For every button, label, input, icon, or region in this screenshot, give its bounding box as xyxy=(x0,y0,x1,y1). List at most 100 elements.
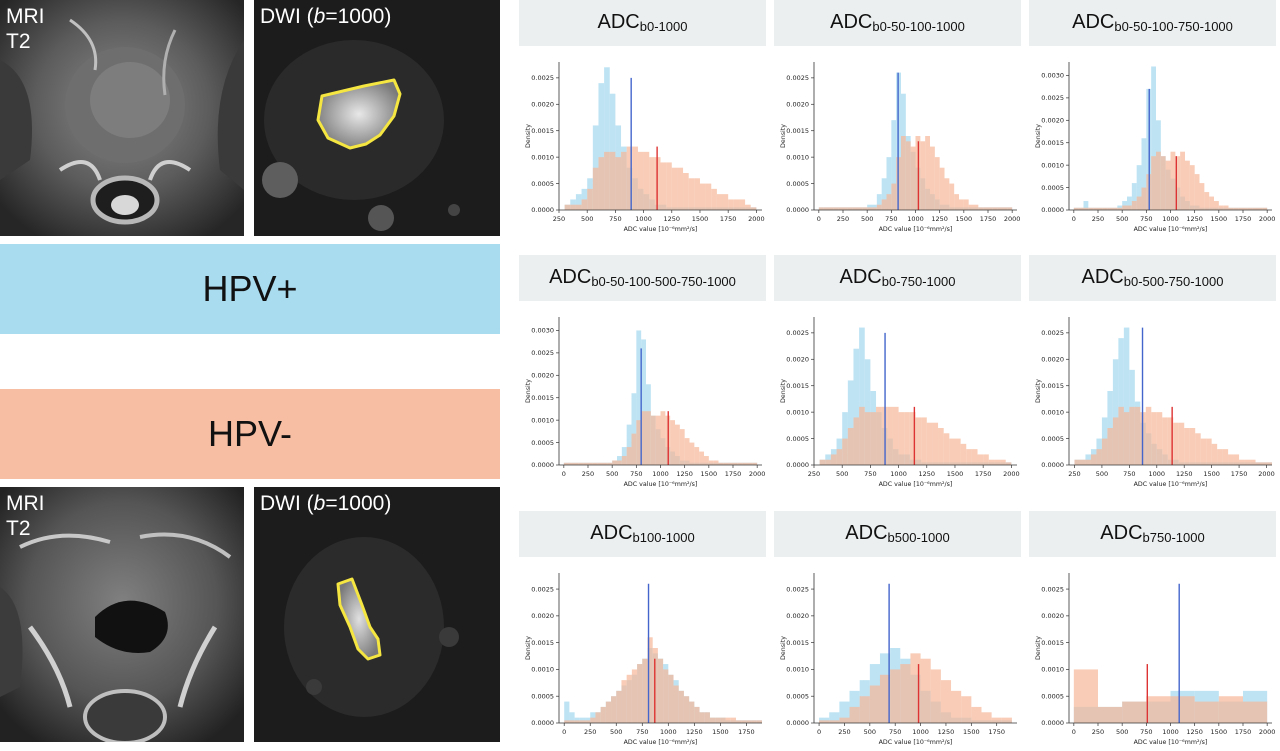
hpv-negative-bar xyxy=(671,167,678,210)
hpv-negative-bar xyxy=(1180,151,1185,210)
hpv-positive-bar xyxy=(569,712,575,723)
hpv-negative-bar xyxy=(1127,205,1132,210)
hpv-negative-bar xyxy=(859,406,865,465)
hpv-negative-bar xyxy=(668,674,674,723)
y-tick-label: 0.0015 xyxy=(1041,382,1064,390)
x-tick-label: 1000 xyxy=(652,470,669,478)
hpv-negative-bar xyxy=(750,207,757,210)
hpv-negative-bar xyxy=(655,415,661,465)
x-tick-label: 250 xyxy=(553,215,565,223)
hpv-negative-bar xyxy=(978,207,984,210)
hpv-negative-bar xyxy=(581,199,588,210)
hpv-negative-bar xyxy=(983,207,988,210)
x-tick-label: 2000 xyxy=(1259,215,1276,223)
hpv-negative-bar xyxy=(966,449,972,465)
histogram-chart: 250 500 750 1000 1250 1500 1750 2000 0.0000 0.000… xyxy=(525,62,765,233)
x-tick-label: 2000 xyxy=(1258,470,1275,478)
hpv-negative-bar xyxy=(1112,417,1119,465)
hpv-positive-bar xyxy=(590,712,596,723)
hpv-negative-bar xyxy=(960,443,967,465)
hpv-negative-bar xyxy=(1156,151,1161,210)
hpv-negative-bar xyxy=(910,146,916,210)
hpv-negative-bar xyxy=(926,422,933,465)
hpv-negative-bar xyxy=(939,167,945,210)
x-tick-label: 1750 xyxy=(720,215,737,223)
hpv-negative-bar xyxy=(1262,207,1268,210)
hpv-negative-bar xyxy=(1165,160,1171,210)
hpv-negative-bar xyxy=(925,136,930,210)
hpv-negative-bar xyxy=(1204,192,1210,210)
y-tick-label: 0.0020 xyxy=(531,372,554,380)
dwi-label-b: b xyxy=(313,5,326,28)
dwi-scan-bottom xyxy=(254,487,500,742)
hpv-negative-bar xyxy=(657,658,664,723)
hpv-negative-bar xyxy=(971,706,982,723)
hpv-negative-bar xyxy=(626,146,633,210)
x-tick-label: 1500 xyxy=(1211,215,1228,223)
hpv-negative-bar xyxy=(621,151,627,210)
chart-title-sub: b0-50-100-1000 xyxy=(872,19,965,34)
x-tick-label: 250 xyxy=(1068,470,1080,478)
hpv-negative-bar xyxy=(564,204,571,210)
hpv-negative-bar xyxy=(1083,207,1089,210)
mri-t2-scan-top xyxy=(0,0,244,236)
hpv-negative-bar xyxy=(684,438,690,465)
hpv-negative-bar xyxy=(997,207,1003,210)
hpv-negative-bar xyxy=(621,456,627,465)
hpv-negative-bar xyxy=(1102,207,1108,210)
hpv-negative-bar xyxy=(704,712,710,723)
y-tick-label: 0.0020 xyxy=(786,355,809,363)
hpv-negative-bar xyxy=(604,151,610,210)
hpv-negative-bar xyxy=(904,412,910,465)
hpv-negative-bar xyxy=(867,207,872,210)
hpv-negative-bar xyxy=(954,194,959,210)
x-tick-label: 1000 xyxy=(912,728,929,736)
hpv-negative-bar xyxy=(683,173,689,210)
hpv-negative-bar xyxy=(1184,428,1190,465)
x-tick-label: 250 xyxy=(1092,215,1104,223)
hpv-negative-bar xyxy=(934,157,940,210)
hpv-negative-bar xyxy=(879,674,891,723)
hpv-negative-bar xyxy=(1255,462,1262,465)
hpv-negative-bar xyxy=(1257,207,1263,210)
x-tick-label: 750 xyxy=(885,215,897,223)
hpv-negative-bar xyxy=(901,136,906,210)
hpv-negative-bar xyxy=(1136,196,1142,210)
hpv-negative-bar xyxy=(963,199,969,210)
hpv-negative-bar xyxy=(853,417,860,465)
hpv-negative-bar xyxy=(891,183,897,210)
hpv-negative-bar xyxy=(570,204,576,210)
x-tick-label: 750 xyxy=(889,728,901,736)
hpv-negative-bar xyxy=(670,420,675,465)
chart-title-main: ADC xyxy=(839,266,882,288)
hpv-negative-bar xyxy=(583,462,588,465)
hpv-negative-bar xyxy=(1160,156,1166,210)
hpv-negative-bar xyxy=(1117,207,1123,210)
y-tick-label: 0.0020 xyxy=(1041,117,1064,125)
hpv-negative-bar xyxy=(1175,156,1181,210)
hpv-negative-bar xyxy=(1005,462,1012,465)
hpv-negative-bar xyxy=(921,417,927,465)
x-tick-label: 0 xyxy=(817,728,821,736)
hpv-negative-bar xyxy=(563,462,569,465)
x-tick-label: 1000 xyxy=(890,470,907,478)
hpv-negative-bar xyxy=(849,706,860,723)
hpv-positive-bar xyxy=(891,120,897,210)
hpv-positive-bar xyxy=(1123,327,1130,465)
hpv-positive-bar xyxy=(575,194,582,210)
hpv-negative-bar xyxy=(900,664,911,723)
y-tick-label: 0.0005 xyxy=(531,439,554,447)
hpv-negative-bar xyxy=(602,462,608,465)
hpv-negative-bar xyxy=(915,417,922,465)
x-tick-label: 500 xyxy=(1116,728,1128,736)
x-tick-label: 250 xyxy=(1092,728,1104,736)
hpv-negative-bar xyxy=(711,188,717,210)
hpv-negative-bar xyxy=(578,462,584,465)
y-tick-label: 0.0020 xyxy=(1041,612,1064,620)
dwi-image-bottom: DWI (b=1000) xyxy=(254,487,500,742)
hpv-negative-bar xyxy=(715,717,721,723)
chart-title: ADCb0-1000 xyxy=(519,0,766,46)
hpv-negative-bar xyxy=(660,411,666,465)
hpv-negative-bar xyxy=(1228,207,1234,210)
chart-title-sub: b0-750-1000 xyxy=(881,274,956,289)
